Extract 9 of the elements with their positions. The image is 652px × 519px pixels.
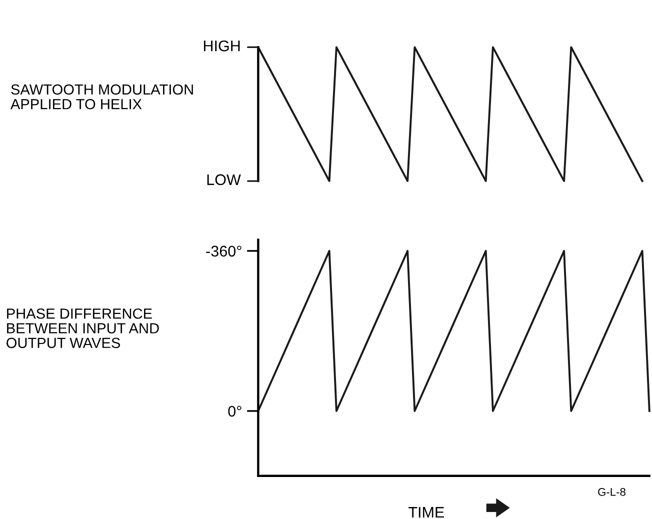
y-axis-title: SAWTOOTH MODULATION APPLIED TO HELIX xyxy=(10,84,193,110)
y-tick-label: -360° xyxy=(206,246,242,257)
y-tick-label: 0° xyxy=(228,406,242,417)
text: G-L-8 xyxy=(598,488,626,496)
y-axis-title: PHASE DIFFERENCE BETWEEN INPUT AND OUTPUT WAVES xyxy=(6,308,159,348)
text: LOW xyxy=(207,174,241,186)
line-series xyxy=(257,250,650,412)
x-axis-title: TIME xyxy=(408,507,444,518)
text: HIGH xyxy=(204,40,240,52)
